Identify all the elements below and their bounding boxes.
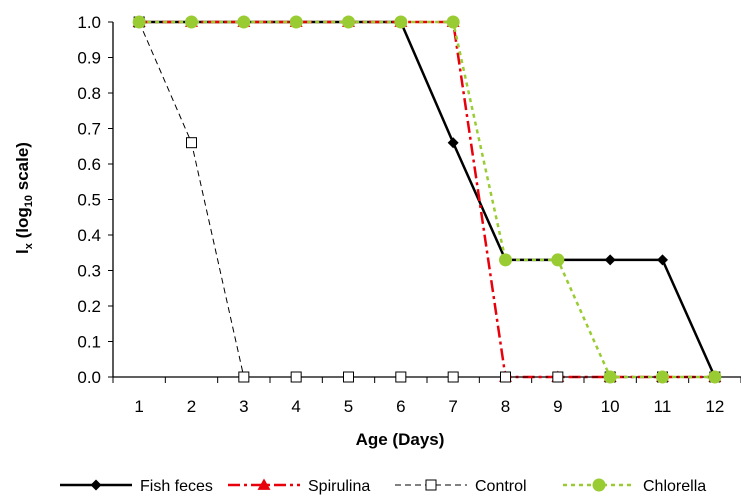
data-point-chlorella (551, 253, 565, 267)
y-axis-title-part: (log (13, 207, 32, 243)
x-tick-label: 5 (344, 397, 353, 416)
y-tick-label: 0.1 (77, 333, 101, 352)
y-axis-title-part-2: scale) (13, 142, 32, 195)
data-point-control (290, 371, 302, 383)
x-tick-label: 4 (291, 397, 300, 416)
x-tick-label: 6 (396, 397, 405, 416)
y-axis-title-subscript: x (23, 242, 35, 249)
x-tick-label: 3 (239, 397, 248, 416)
y-tick-label: 0.2 (77, 297, 101, 316)
data-point-chlorella (237, 15, 251, 29)
x-tick-label: 11 (654, 397, 672, 416)
data-point-control (395, 371, 407, 383)
series-line-chlorella (139, 20, 715, 379)
legend-marker-fish-feces (90, 479, 102, 491)
x-tick-label: 9 (553, 397, 562, 416)
x-tick-label: 7 (448, 397, 457, 416)
series-layer (132, 15, 722, 384)
data-point-chlorella (132, 15, 146, 29)
legend-marker-control (425, 479, 437, 491)
series-line-control (138, 21, 715, 378)
x-tick-label: 2 (187, 397, 196, 416)
y-tick-label: 0.5 (77, 191, 101, 210)
y-tick-label: 0.3 (77, 262, 101, 281)
data-point-chlorella (656, 370, 669, 384)
legend-label-spirulina: Spirulina (308, 478, 370, 495)
data-point-control (552, 371, 564, 383)
y-tick-label: 0.9 (77, 49, 101, 68)
x-tick-label: 8 (501, 397, 510, 416)
y-tick-label: 1.0 (77, 13, 101, 32)
series-line-spirulina (139, 20, 715, 379)
data-point-control (500, 371, 511, 383)
legend: Fish feces Spirulina Control Chlorella (60, 478, 706, 495)
data-point-fish-feces (447, 137, 459, 149)
data-point-chlorella (394, 15, 408, 29)
data-point-control (238, 371, 250, 383)
y-tick-label: 0.7 (77, 120, 101, 139)
y-tick-label: 0.4 (77, 226, 101, 245)
x-axis-title: Age (Days) (356, 430, 445, 449)
data-point-control (186, 137, 197, 149)
data-point-control (447, 371, 459, 383)
axes-layer: 0.00.10.20.30.40.50.60.70.80.91.01 2 3 4 5 6 7… (77, 13, 741, 416)
y-tick-label: 0.6 (77, 155, 101, 174)
series-line-fish-feces (139, 20, 716, 378)
x-tick-label: 1 (134, 397, 143, 416)
y-axis-title-subscript-2: 10 (23, 195, 35, 207)
y-tick-label: 0.0 (77, 368, 101, 387)
data-point-chlorella (185, 15, 198, 29)
data-point-fish-feces (604, 254, 616, 266)
data-point-control (343, 371, 354, 383)
y-tick-label: 0.8 (77, 84, 101, 103)
legend-label-fish-feces: Fish feces (140, 478, 213, 495)
data-point-fish-feces (657, 254, 668, 266)
data-point-chlorella (342, 15, 355, 29)
legend-label-chlorella: Chlorella (643, 478, 706, 495)
data-point-chlorella (289, 15, 303, 29)
data-point-chlorella (499, 253, 512, 267)
y-axis-title: lx (log10 scale) (13, 142, 35, 254)
x-tick-label: 10 (601, 397, 620, 416)
x-tick-label: 12 (705, 397, 724, 416)
data-point-chlorella (708, 370, 722, 384)
legend-label-control: Control (475, 478, 527, 495)
data-point-chlorella (603, 370, 617, 384)
legend-marker-spirulina (257, 478, 271, 490)
data-point-chlorella (446, 15, 460, 29)
legend-marker-chlorella (592, 478, 606, 492)
